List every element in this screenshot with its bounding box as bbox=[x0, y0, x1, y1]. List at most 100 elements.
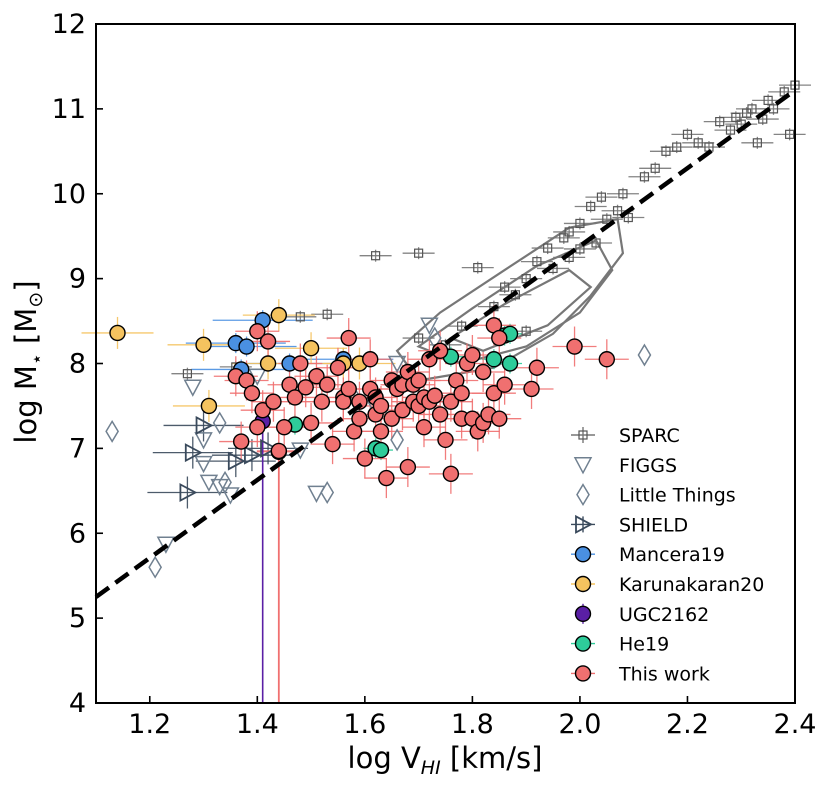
this-work-point bbox=[297, 379, 314, 396]
x-tick-label: 1.2 bbox=[128, 709, 171, 740]
little-things-point bbox=[320, 481, 335, 504]
he19-point bbox=[372, 441, 390, 459]
this-work-point bbox=[378, 469, 395, 487]
data-points bbox=[105, 80, 800, 579]
this-work-point bbox=[442, 393, 460, 410]
this-work-point bbox=[474, 363, 492, 381]
this-work-point bbox=[372, 423, 390, 440]
sparc-point bbox=[612, 206, 623, 216]
y-tick-label: 11 bbox=[52, 94, 86, 125]
legend-label: UGC2162 bbox=[619, 604, 709, 626]
figgs-point bbox=[183, 379, 203, 397]
y-tick-label: 8 bbox=[69, 349, 86, 380]
y-tick-label: 9 bbox=[69, 264, 86, 295]
y-tick-label: 6 bbox=[69, 518, 86, 549]
figgs-point bbox=[194, 455, 213, 474]
he19-legend-icon bbox=[574, 635, 592, 652]
sparc-point bbox=[693, 138, 703, 148]
this-work-point bbox=[453, 385, 470, 402]
this-work-point bbox=[410, 372, 427, 389]
this-work-point bbox=[243, 385, 261, 402]
sparc-point bbox=[559, 233, 569, 243]
x-tick-label: 1.8 bbox=[451, 709, 494, 740]
this-work-point bbox=[528, 359, 546, 376]
sparc-point bbox=[564, 227, 574, 237]
sparc-point bbox=[725, 125, 736, 135]
sparc-legend-icon bbox=[578, 430, 588, 440]
sparc-point bbox=[682, 129, 693, 139]
this-work-point bbox=[351, 393, 368, 410]
this-work-point bbox=[302, 414, 320, 432]
this-work-point bbox=[491, 410, 508, 427]
this-work-point bbox=[292, 355, 309, 372]
sparc-point bbox=[639, 172, 650, 182]
this-work-point bbox=[249, 418, 266, 436]
this-work-legend-icon bbox=[574, 665, 592, 682]
shield-point bbox=[227, 451, 246, 471]
this-work-point bbox=[249, 323, 266, 340]
x-tick-label: 2.0 bbox=[558, 709, 601, 740]
little-things-point bbox=[390, 428, 404, 452]
sparc-point bbox=[473, 262, 483, 273]
little-things-point bbox=[212, 411, 227, 435]
this-work-point bbox=[319, 376, 336, 393]
x-tick-label: 2.4 bbox=[774, 709, 817, 740]
this-work-point bbox=[566, 338, 583, 355]
legend-label: Little Things bbox=[619, 485, 736, 507]
he19-point bbox=[485, 351, 503, 368]
this-work-point bbox=[442, 465, 460, 483]
sparc-point bbox=[575, 218, 585, 229]
sparc-point bbox=[521, 326, 531, 336]
this-work-point bbox=[254, 401, 271, 419]
shield-point bbox=[260, 438, 278, 458]
sparc-point bbox=[661, 146, 671, 156]
this-work-point bbox=[340, 329, 357, 347]
mancera19-point bbox=[238, 338, 255, 355]
this-work-point bbox=[372, 397, 390, 415]
sparc-point bbox=[414, 248, 424, 258]
sparc-point bbox=[785, 129, 795, 139]
this-work-point bbox=[259, 333, 277, 350]
this-work-point bbox=[232, 433, 250, 450]
this-work-point bbox=[598, 351, 616, 368]
sparc-point bbox=[731, 112, 741, 122]
figgs-point bbox=[156, 536, 176, 554]
x-tick-label: 1.6 bbox=[343, 709, 386, 740]
sparc-point bbox=[414, 333, 424, 343]
this-work-point bbox=[431, 406, 449, 423]
sparc-point bbox=[371, 251, 381, 261]
this-work-point bbox=[415, 418, 433, 436]
this-work-point bbox=[329, 359, 347, 376]
legend-label: He19 bbox=[619, 634, 669, 656]
figgs-point bbox=[210, 478, 229, 497]
sparc-point bbox=[715, 117, 725, 127]
sparc-point bbox=[295, 312, 305, 322]
shield-point bbox=[195, 415, 214, 435]
karunakaran20-point bbox=[195, 336, 212, 354]
sparc-point bbox=[747, 104, 757, 114]
figgs-point bbox=[387, 355, 407, 374]
this-work-point bbox=[356, 450, 374, 467]
this-work-point bbox=[496, 376, 513, 393]
sparc-point bbox=[500, 282, 510, 292]
sparc-point bbox=[752, 138, 762, 148]
this-work-point bbox=[362, 351, 379, 368]
legend-label: This work bbox=[618, 663, 710, 685]
sparc-point bbox=[618, 189, 628, 199]
this-work-point bbox=[399, 458, 417, 476]
sparc-point bbox=[182, 369, 193, 379]
shield-point bbox=[244, 445, 262, 465]
this-work-point bbox=[426, 387, 443, 404]
sparc-point bbox=[543, 243, 553, 253]
this-work-point bbox=[324, 435, 341, 453]
sparc-point bbox=[602, 214, 612, 224]
this-work-point bbox=[491, 329, 508, 347]
legend-label: SPARC bbox=[619, 425, 680, 447]
y-tick-label: 12 bbox=[52, 9, 86, 40]
legend: SPARC FIGGS Little Things SHIELD Mancera19 Ka… bbox=[571, 425, 764, 685]
karunakaran20-point bbox=[200, 397, 218, 415]
sparc-point bbox=[532, 257, 542, 267]
mancera19-legend-icon bbox=[574, 546, 592, 563]
he19-point bbox=[501, 355, 519, 372]
this-work-point bbox=[286, 389, 304, 406]
